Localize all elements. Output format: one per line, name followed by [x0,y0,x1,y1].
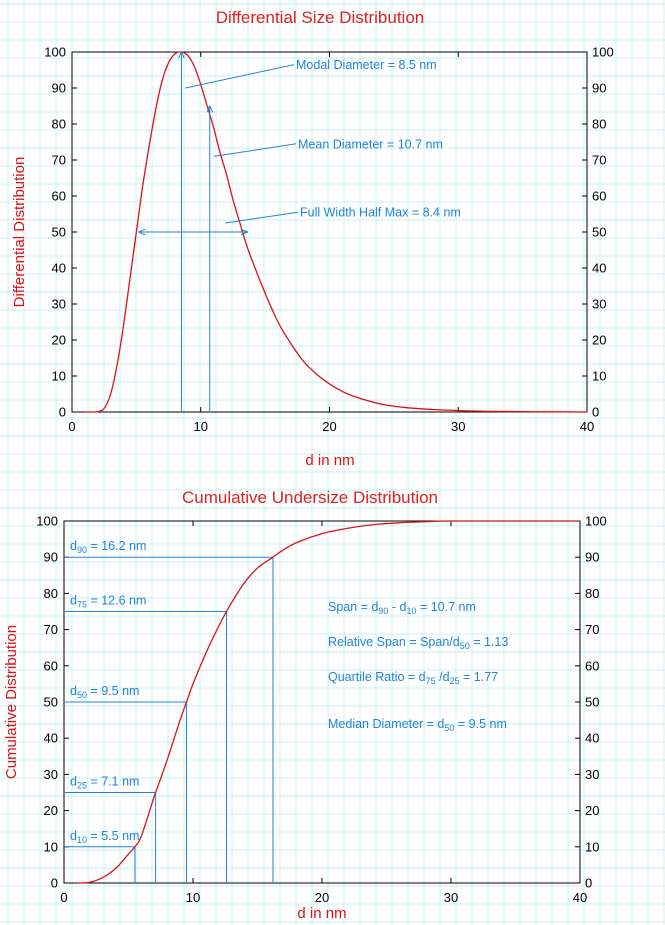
percentile-10-label: d10 = 5.5 nm [70,829,139,845]
distribution-statistics: Span = d90 - d10 = 10.7 nm Relative Span … [328,600,508,733]
cumulative-y-tick-label: 50 [44,695,58,710]
differential-y-tick-label: 60 [52,189,66,204]
differential-y-tick-label: 10 [52,369,66,384]
quartile-ratio-stat: Quartile Ratio = d75 /d25 = 1.77 [328,670,498,686]
cumulative-y-tick-label: 30 [44,767,58,782]
cumulative-y-tick-label-right: 100 [585,514,607,529]
cumulative-y-tick-label-right: 30 [585,767,599,782]
differential-ylabel: Differential Distribution [11,157,28,308]
differential-x-tick-label: 10 [194,419,208,434]
cumulative-y-tick-label-right: 10 [585,839,599,854]
differential-y-tick-label-right: 90 [592,81,606,96]
percentile-50-label: d50 = 9.5 nm [70,684,139,700]
cumulative-x-tick-label: 30 [444,890,458,905]
differential-annotations: Modal Diameter = 8.5 nm Mean Diameter = 1… [139,52,461,412]
differential-y-tick-label-right: 60 [592,189,606,204]
cumulative-y-tick-label: 0 [51,876,58,891]
differential-chart-title: Differential Size Distribution [216,8,425,27]
mean-diameter-leader [213,143,297,157]
fwhm-label: Full Width Half Max = 8.4 nm [300,206,461,220]
differential-curve [84,51,588,413]
cumulative-y-tick-label-right: 0 [585,876,592,891]
differential-xlabel: d in nm [305,452,354,469]
fwhm-leader [225,211,299,224]
differential-plot-frame [71,51,588,413]
modal-diameter-label: Modal Diameter = 8.5 nm [296,58,437,72]
differential-y-tick-label: 80 [52,117,66,132]
differential-x-tick-label: 20 [322,419,336,434]
modal-diameter-leader [185,64,295,89]
differential-y-tick-label-right: 80 [592,117,606,132]
differential-y-tick-label-right: 40 [592,261,606,276]
cumulative-y-tick-label-right: 90 [585,550,599,565]
differential-y-tick-label: 20 [52,333,66,348]
cumulative-chart: Cumulative Undersize Distribution 0 010 10… [3,488,607,922]
differential-y-tick-label: 40 [52,261,66,276]
differential-y-tick-label-right: 0 [592,405,599,420]
cumulative-x-tick-label: 10 [186,890,200,905]
percentile-90-label: d90 = 16.2 nm [70,539,146,555]
cumulative-x-tick-label: 0 [60,890,67,905]
cumulative-y-tick-label: 40 [44,731,58,746]
mean-diameter-label: Mean Diameter = 10.7 nm [298,137,443,151]
cumulative-x-tick-label: 20 [315,890,329,905]
differential-y-tick-label: 70 [52,153,66,168]
percentile-25-label: d25 = 7.1 nm [70,775,139,791]
cumulative-y-tick-label-right: 50 [585,695,599,710]
cumulative-y-tick-label: 80 [44,586,58,601]
cumulative-y-tick-label-right: 70 [585,622,599,637]
cumulative-y-tick-label: 20 [44,803,58,818]
differential-y-tick-label: 90 [52,81,66,96]
cumulative-curve [76,520,580,884]
differential-y-tick-label-right: 70 [592,153,606,168]
cumulative-chart-title: Cumulative Undersize Distribution [182,488,438,507]
cumulative-y-tick-label: 90 [44,550,58,565]
differential-y-tick-label-right: 30 [592,297,606,312]
cumulative-y-tick-label: 60 [44,658,58,673]
differential-y-tick-label: 0 [59,405,66,420]
cumulative-y-tick-label-right: 40 [585,731,599,746]
cumulative-x-tick-label: 40 [573,890,587,905]
span-stat: Span = d90 - d10 = 10.7 nm [328,600,476,616]
differential-y-tick-label: 30 [52,297,66,312]
median-diameter-stat: Median Diameter = d50 = 9.5 nm [328,717,507,733]
differential-y-tick-label-right: 100 [592,45,614,60]
differential-x-tick-label: 0 [68,419,75,434]
cumulative-y-tick-label-right: 80 [585,586,599,601]
percentile-75-label: d75 = 12.6 nm [70,594,146,610]
cumulative-xlabel: d in nm [297,905,346,922]
differential-x-tick-label: 30 [451,419,465,434]
cumulative-y-tick-label-right: 20 [585,803,599,818]
differential-y-tick-label: 100 [44,45,66,60]
differential-x-tick-label: 40 [580,419,594,434]
cumulative-ylabel: Cumulative Distribution [3,625,20,779]
cumulative-y-tick-label-right: 60 [585,658,599,673]
differential-y-tick-label-right: 10 [592,369,606,384]
relative-span-stat: Relative Span = Span/d50 = 1.13 [328,635,508,651]
cumulative-y-tick-label: 70 [44,622,58,637]
differential-y-tick-label-right: 20 [592,333,606,348]
cumulative-y-tick-label: 10 [44,839,58,854]
cumulative-y-tick-label: 100 [36,514,58,529]
differential-y-tick-label-right: 50 [592,225,606,240]
differential-y-tick-label: 50 [52,225,66,240]
percentile-markers: d90 = 16.2 nm d75 = 12.6 nm d50 = 9.5 nm d2… [64,539,274,883]
